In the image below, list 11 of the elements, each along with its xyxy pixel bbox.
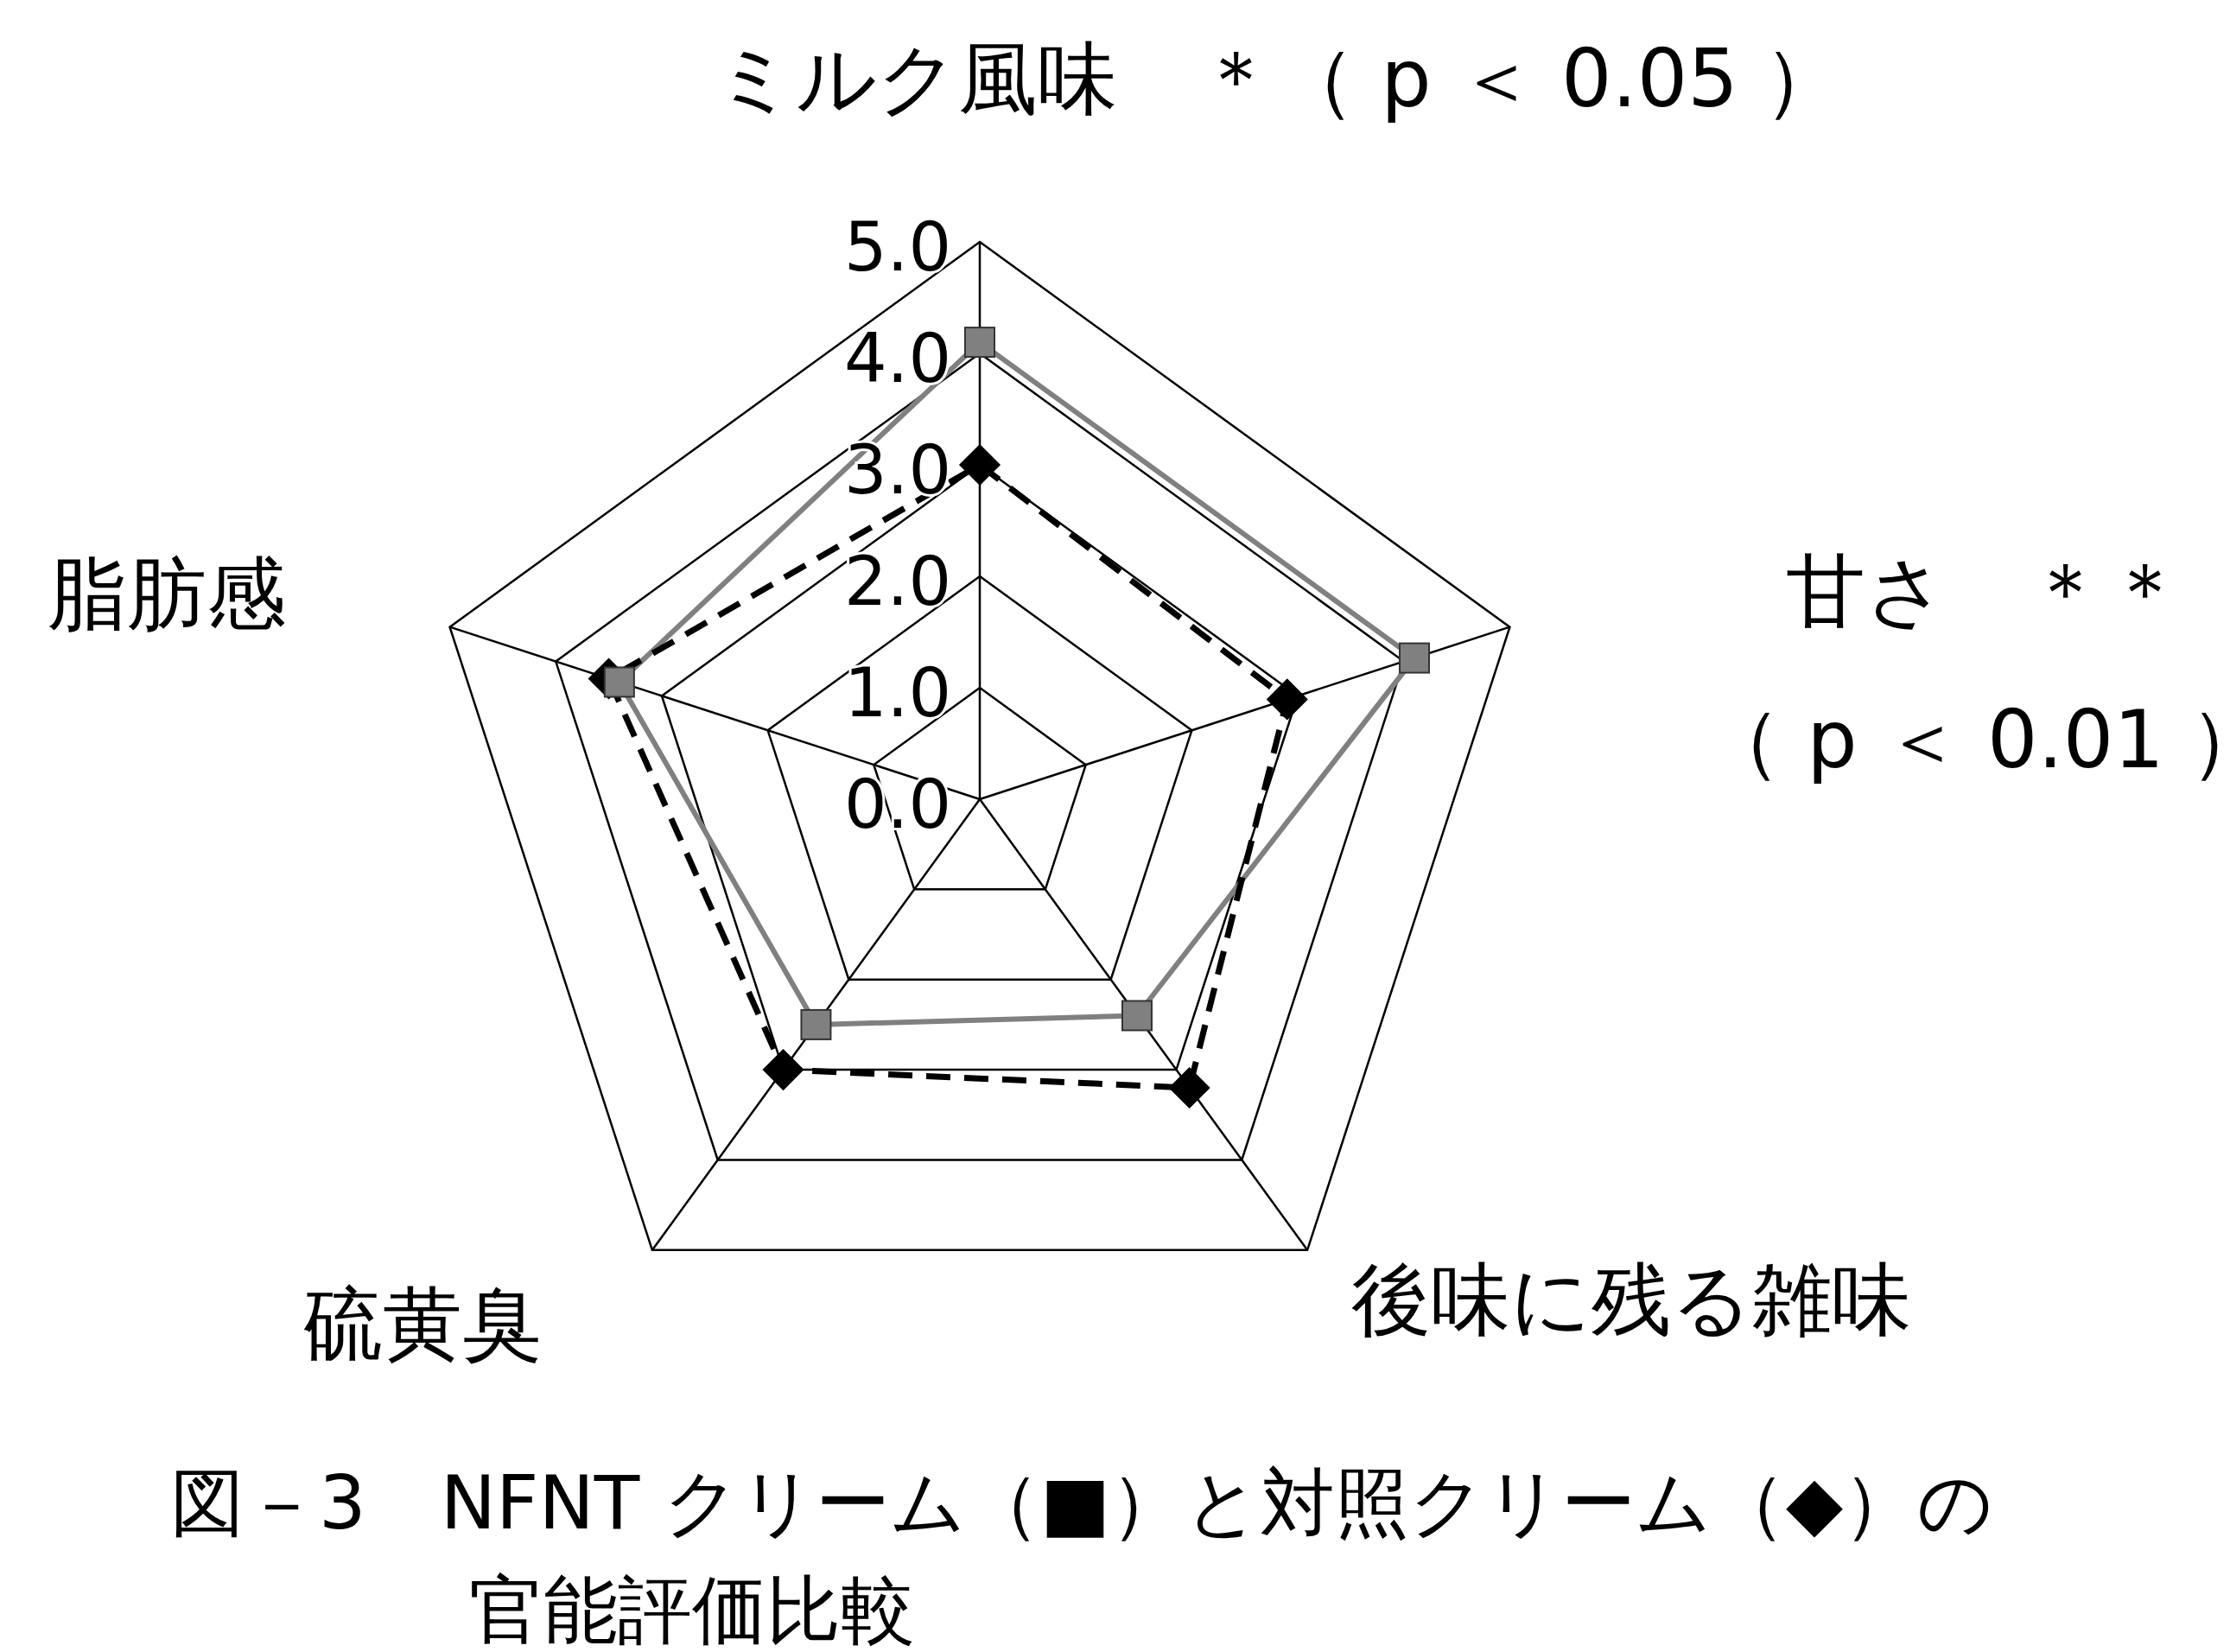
spoke-label: 硫黄臭 xyxy=(303,1278,542,1370)
spoke-label: 脂肪感 xyxy=(48,548,286,640)
y-tick-label: 4.0 xyxy=(843,320,952,398)
spoke-label: 甘さ ＊＊（ p ＜ 0.01 ） xyxy=(1701,545,2230,786)
y-tick-label: 2.0 xyxy=(843,543,952,621)
text: 図－3 NFNT クリーム（■）と対照クリーム（◆）の官能評価比較 xyxy=(170,1459,1994,1652)
y-tick-label: 3.0 xyxy=(843,431,952,510)
y-tick-label: 5.0 xyxy=(843,208,952,287)
y-tick-label: 1.0 xyxy=(843,654,952,733)
spoke-label: ミルク風味 ＊（ p ＜ 0.05 ） xyxy=(714,33,1844,125)
spoke-label: 後味に残る雑味 xyxy=(1351,1254,1911,1346)
